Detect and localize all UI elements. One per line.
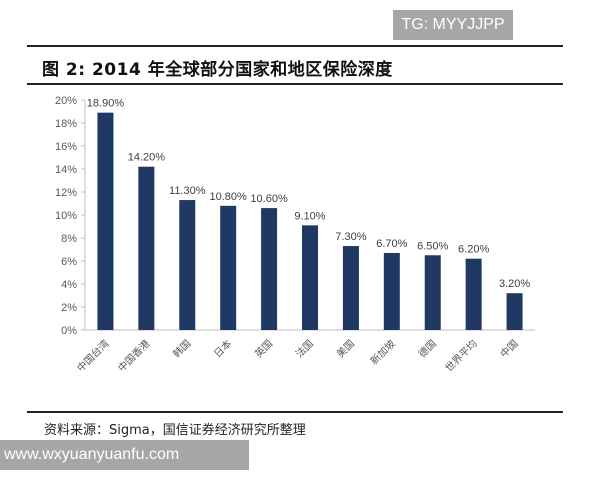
x-tick-label: 韩国 <box>170 337 193 360</box>
title-top-rule <box>27 45 563 47</box>
data-label: 10.60% <box>250 193 288 205</box>
data-label: 6.70% <box>376 238 407 250</box>
bar <box>506 293 523 330</box>
y-tick-label: 0% <box>61 325 77 337</box>
bar <box>383 252 400 330</box>
data-label: 14.20% <box>128 152 166 164</box>
bar <box>302 225 318 330</box>
chart-title: 图 2: 2014 年全球部分国家和地区保险深度 <box>42 60 393 80</box>
x-tick-label: 英国 <box>252 337 275 360</box>
data-label: 6.20% <box>458 244 489 256</box>
data-label: 6.50% <box>417 240 448 252</box>
bar <box>342 246 359 330</box>
data-label: 9.10% <box>294 210 325 222</box>
data-label: 11.30% <box>169 185 206 197</box>
y-tick-label: 20% <box>55 95 77 107</box>
data-label: 10.80% <box>210 191 248 203</box>
source-note: 资料来源：Sigma，国信证券经济研究所整理 <box>44 423 306 438</box>
x-tick-label: 美国 <box>334 337 357 360</box>
y-tick-label: 4% <box>61 279 77 291</box>
bar <box>97 112 114 331</box>
source-rule <box>27 411 563 413</box>
bar <box>465 258 482 330</box>
x-tick-label: 中国 <box>497 337 520 360</box>
x-tick-label: 世界平均 <box>443 338 480 375</box>
y-tick-label: 14% <box>55 164 77 176</box>
x-tick-label: 法国 <box>293 337 316 360</box>
x-tick-label: 中国香港 <box>115 337 152 374</box>
bar-chart: 0% 2% 4% 6% 8% 10% 12% 14% 16% 18% 20% 18.90% 中国台湾 14… <box>55 95 535 375</box>
y-tick-label: 18% <box>55 118 77 130</box>
bar <box>424 255 441 330</box>
y-tick-label: 6% <box>61 256 77 268</box>
bar <box>138 166 155 330</box>
x-tick-label: 日本 <box>211 337 234 360</box>
x-tick-label: 新加坡 <box>368 337 398 367</box>
y-tick-label: 16% <box>55 141 77 153</box>
bar <box>261 208 278 330</box>
y-tick-label: 8% <box>61 233 77 245</box>
watermark-top: TG: MYYJJPP <box>393 10 513 40</box>
y-tick-label: 12% <box>55 187 77 199</box>
x-tick-label: 中国台湾 <box>74 337 111 374</box>
data-label: 3.20% <box>499 278 530 290</box>
bar <box>179 200 196 330</box>
bar <box>220 205 237 330</box>
watermark-bottom: www.wxyuanyuanfu.com <box>0 440 249 470</box>
data-label: 18.90% <box>87 98 125 110</box>
y-tick-label: 10% <box>55 210 77 222</box>
x-tick-label: 德国 <box>416 337 439 360</box>
y-tick-label: 2% <box>61 302 77 314</box>
title-bottom-rule <box>27 83 563 85</box>
data-label: 7.30% <box>335 231 366 243</box>
